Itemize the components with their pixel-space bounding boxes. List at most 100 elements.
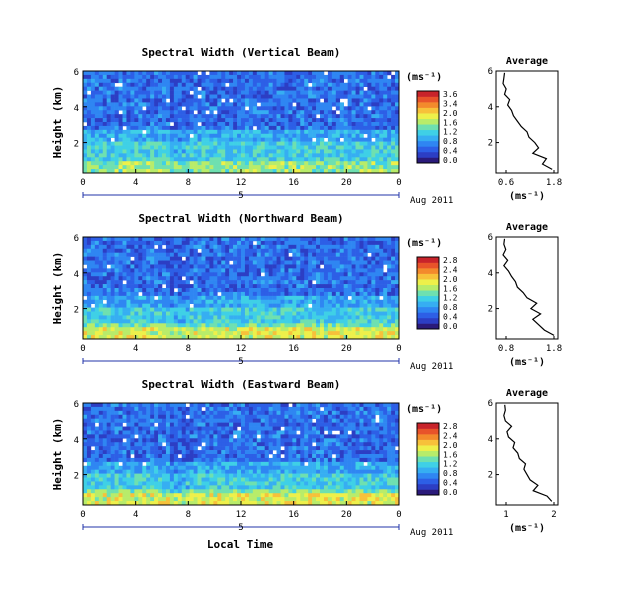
heatmap-cell [375,161,380,166]
heatmap-cell [154,331,159,336]
heatmap-cell [142,74,147,80]
heatmap-cell [276,169,281,174]
heatmap-cell [209,137,214,142]
heatmap-cell [177,145,183,150]
heatmap-cell [189,240,194,246]
heatmap-cell [304,256,309,261]
heatmap-cell [154,264,159,269]
heatmap-cell [94,319,100,324]
heatmap-cell [252,406,258,412]
heatmap-cell [142,237,147,242]
heatmap-cell [355,240,360,246]
heatmap-cell [185,86,190,91]
heatmap-cell [197,272,202,277]
heatmap-cell [169,252,175,257]
heatmap-cell [154,125,159,131]
colorbar-segment [417,279,439,285]
heatmap-cell [391,319,396,324]
heatmap-cell [106,403,111,408]
heatmap-cell [106,319,111,324]
colorbar-tick-label: 2.0 [443,109,458,118]
heatmap-cell [327,418,333,423]
heatmap-cell [244,418,250,423]
heatmap-cell [296,331,301,336]
heatmap-cell [241,335,246,340]
heatmap-cell [264,118,269,123]
heatmap-cell [173,323,179,328]
heatmap-cell [320,311,325,316]
heatmap-cell [126,94,131,99]
heatmap-cell [165,410,171,416]
heatmap-cell [237,252,242,257]
heatmap-cell [150,303,155,308]
heatmap-cell [130,125,135,131]
heatmap-cell [213,430,218,435]
heatmap-cell [395,438,400,443]
heatmap-cell [359,260,364,265]
heatmap-cell [118,422,123,427]
heatmap-cell [142,280,147,285]
heatmap-cell [229,264,234,269]
heatmap-cell [268,264,273,269]
heatmap-cell [233,284,238,289]
panel-title: Spectral Width (Eastward Beam) [142,378,341,391]
heatmap-cell [252,260,258,265]
heatmap-cell [276,133,281,138]
heatmap-cell [94,280,100,285]
heatmap-cell [114,165,119,170]
heatmap-cell [252,422,258,427]
heatmap-cell [355,161,360,166]
heatmap-cell [229,426,234,431]
heatmap-cell [237,434,242,439]
heatmap-cell [276,272,281,277]
heatmap-cell [359,114,364,119]
heatmap-cell [106,307,111,312]
heatmap-cell [296,118,301,123]
heatmap-cell [158,276,163,281]
heatmap-cell [181,319,186,324]
heatmap-cell [272,118,277,123]
heatmap-cell [331,169,337,174]
heatmap-cell [114,288,119,293]
heatmap-cell [169,268,175,273]
heatmap-cell [217,125,222,131]
heatmap-cell [154,169,159,174]
heatmap-cell [276,248,281,253]
heatmap-cell [339,288,344,293]
heatmap-cell [169,169,175,174]
heatmap-cell [343,90,348,95]
heatmap-cell [308,422,313,427]
heatmap-cell [221,114,226,119]
heatmap-cell [359,280,364,285]
heatmap-cell [375,244,380,250]
heatmap-cell [126,133,131,138]
heatmap-cell [225,90,230,95]
heatmap-cell [327,288,333,293]
heatmap-cell [237,90,242,95]
heatmap-cell [391,82,396,87]
heatmap-cell [225,272,230,277]
heatmap-cell [209,94,214,99]
heatmap-cell [335,288,341,293]
heatmap-cell [391,94,396,99]
heatmap-cell [355,256,360,261]
heatmap-cell [288,331,293,336]
heatmap-cell [387,284,392,289]
heatmap-cell [154,434,159,439]
heatmap-cell [371,129,376,135]
heatmap-cell [158,244,163,250]
heatmap-cell [130,403,135,408]
heatmap-cell [189,264,194,269]
heatmap-cell [90,122,96,127]
heatmap-cell [256,157,262,162]
heatmap-cell [162,137,167,142]
heatmap-cell [371,268,376,273]
heatmap-cell [268,122,273,127]
heatmap-cell [98,291,104,297]
heatmap-cell [308,410,313,416]
heatmap-cell [86,153,92,158]
heatmap-cell [181,260,186,265]
heatmap-cell [331,237,337,242]
heatmap-cell [264,280,269,285]
heatmap-cell [359,272,364,277]
